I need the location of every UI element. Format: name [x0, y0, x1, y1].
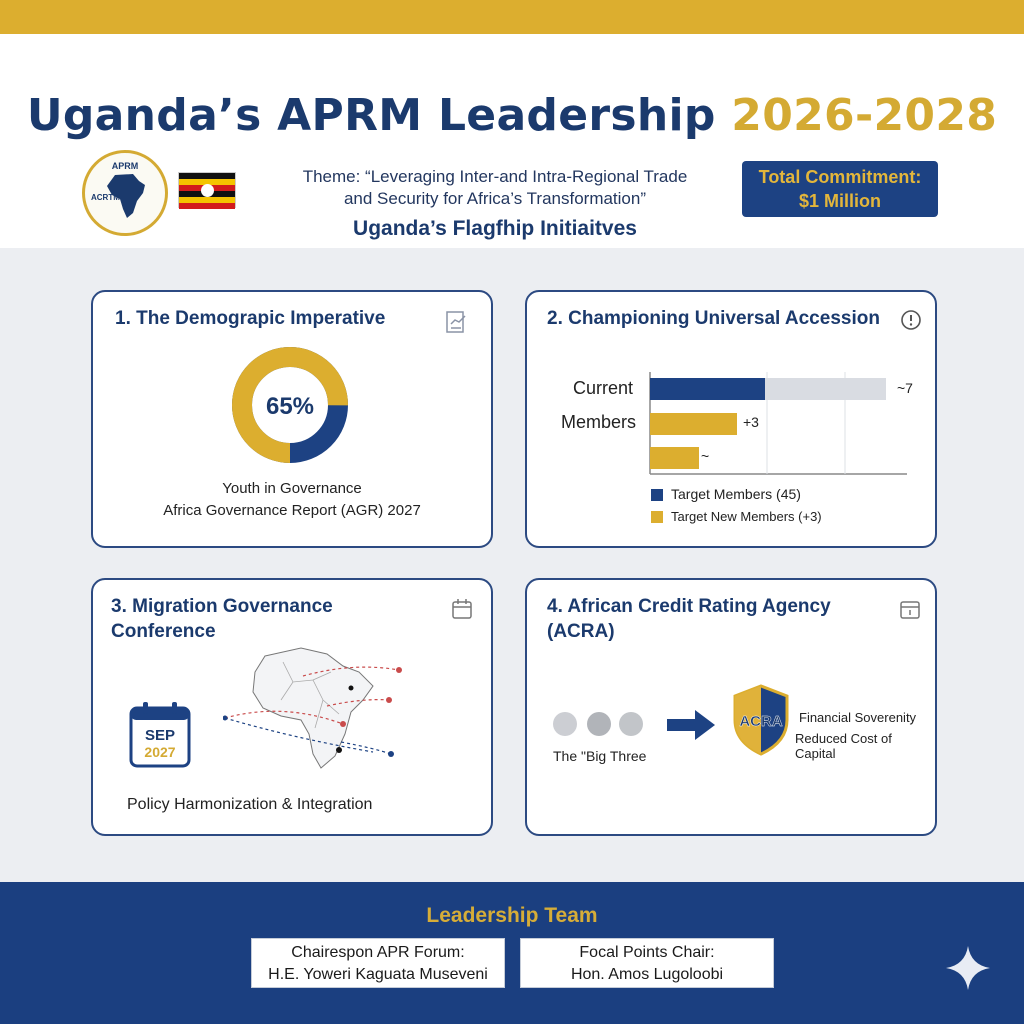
uganda-flag	[178, 172, 236, 209]
bar-3-value: ~	[701, 448, 710, 464]
bar-2-value: +3	[743, 414, 759, 430]
theme-text: Theme: “Leveraging Inter-and Intra-Regio…	[302, 167, 688, 208]
bar-1-current	[650, 378, 765, 400]
card-title: 1. The Demograpic Imperative	[115, 308, 386, 329]
card-demographic-imperative: 1. The Demograpic Imperative 65% Youth i…	[91, 290, 493, 548]
big-three-agency-logos	[553, 712, 643, 736]
leader-role: Focal Points Chair:	[579, 944, 715, 961]
bar-label-current: Current	[573, 378, 634, 398]
donut-fill-arc	[232, 347, 348, 463]
page-title: Uganda’s APRM Leadership 2026-2028	[26, 90, 998, 141]
logo-text: APRM	[111, 161, 139, 171]
leader-name: H.E. Yoweri Kaguata Museveni	[268, 966, 488, 983]
bar-3-new	[650, 447, 699, 469]
conference-date-calendar: SEP 2027	[129, 702, 191, 768]
africa-migration-map	[223, 647, 402, 769]
leader-name: Hon. Amos Lugoloobi	[570, 966, 724, 983]
card-title: 2. Championing Universal Accession	[547, 308, 880, 329]
logo-subtext: ACRTM	[91, 193, 120, 202]
initiatives-subtitle: Uganda’s Flagfhip Initiaitves	[353, 217, 637, 240]
calendar-year: 2027	[144, 744, 175, 760]
calendar-month: SEP	[145, 727, 175, 744]
shield-text: ACRA	[739, 713, 782, 730]
accession-bar-chart	[649, 372, 907, 475]
benefit-reduced-cost: Reduced Cost of Capital	[795, 731, 892, 761]
aprm-logo: APRM ACRTM	[82, 150, 168, 236]
leader-card-focal-points: Focal Points Chair: Hon. Amos Lugoloobi	[520, 938, 774, 988]
arrow-right-icon	[667, 710, 715, 740]
card-migration-governance: 3. Migration Governance Conference SEP 2…	[91, 578, 493, 836]
sparkle-icon	[946, 946, 990, 990]
migration-caption: Policy Harmonization & Integration	[127, 796, 373, 813]
commitment-badge: Total Commitment: $1 Million	[742, 161, 938, 217]
calendar-icon	[452, 599, 472, 619]
legend-swatch-navy	[651, 489, 663, 501]
bar-1-value: ~7	[897, 380, 913, 396]
title-year: 2026-2028	[731, 90, 998, 141]
big-three-label: The "Big Three	[553, 748, 647, 764]
legend-target-members: Target Members (45)	[671, 486, 801, 502]
acra-shield-icon: ACRA	[733, 684, 789, 756]
donut-caption-2: Africa Governance Report (AGR) 2027	[163, 502, 421, 519]
alert-circle-icon	[901, 310, 921, 330]
bar-2-new	[650, 413, 737, 435]
donut-value-label: 65%	[266, 393, 314, 420]
benefit-financial-sovereignty: Financial Soverenity	[799, 710, 917, 725]
chart-doc-icon	[446, 311, 466, 333]
africa-map-icon	[107, 174, 145, 218]
card-title: 3. Migration Governance Conference	[111, 596, 333, 642]
leadership-footer	[0, 882, 1024, 1024]
leadership-heading: Leadership Team	[426, 904, 598, 927]
calendar-icon	[900, 601, 920, 619]
leader-role: Chairespon APR Forum:	[291, 944, 465, 961]
legend-swatch-gold	[651, 511, 663, 523]
card-title: 4. African Credit Rating Agency (ACRA)	[547, 596, 831, 642]
legend-target-new-members: Target New Members (+3)	[671, 509, 822, 524]
card-african-credit-rating-agency: 4. African Credit Rating Agency (ACRA) T…	[525, 578, 937, 836]
top-accent-bar	[0, 0, 1024, 34]
donut-caption-1: Youth in Governance	[222, 480, 362, 497]
bar-label-members: Members	[561, 412, 637, 432]
flag-emblem-icon	[201, 184, 214, 197]
leader-card-chairperson: Chairespon APR Forum: H.E. Yoweri Kaguat…	[251, 938, 505, 988]
youth-donut-chart: 65%	[232, 347, 348, 463]
card-universal-accession: 2. Championing Universal Accession Curre…	[525, 290, 937, 548]
